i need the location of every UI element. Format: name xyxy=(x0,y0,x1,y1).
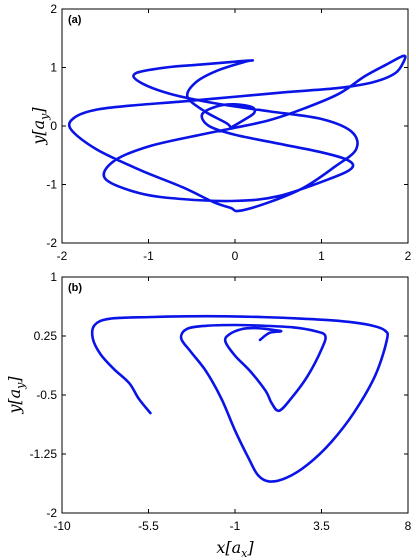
x-tick-label: 8 xyxy=(405,519,412,533)
y-tick-label: 2 xyxy=(50,2,57,16)
panel-a: (a) -2 -1 0 1 2 -2 -1 0 1 2 y[ay] xyxy=(29,2,412,263)
y-tick-label: 1 xyxy=(50,270,57,284)
x-tick-label: -1 xyxy=(230,519,241,533)
x-tick-label: 1 xyxy=(318,249,325,263)
panel-b-series-line xyxy=(90,314,390,483)
panel-a-series-line xyxy=(67,54,407,213)
y-tick-label: 0 xyxy=(50,119,57,133)
panel-a-label: (a) xyxy=(68,14,82,26)
panel-a-y-ticks: -2 -1 0 1 2 xyxy=(46,2,408,250)
panel-b-y-ticks: -2 -1.25 -0.5 0.25 1 xyxy=(30,270,408,520)
panel-b-x-ticks: -10 -5.5 -1 3.5 8 xyxy=(53,277,412,533)
y-tick-label: -1.25 xyxy=(30,447,58,461)
panel-b-x-axis-label: x[ax] xyxy=(216,538,254,560)
panel-b-label: (b) xyxy=(68,282,82,294)
panel-b: (b) -10 -5.5 -1 3.5 8 -2 -1.25 -0.5 0.25 1 y[ay]… xyxy=(5,270,412,560)
y-tick-label: 1 xyxy=(50,61,57,75)
panel-a-x-ticks: -2 -1 0 1 2 xyxy=(57,9,412,263)
y-tick-label: -2 xyxy=(46,506,57,520)
x-tick-label: -2 xyxy=(57,249,68,263)
y-tick-label: -1 xyxy=(46,178,57,192)
y-tick-label: -0.5 xyxy=(36,388,57,402)
x-tick-label: -10 xyxy=(53,519,71,533)
y-tick-label: -2 xyxy=(46,236,57,250)
panel-a-y-axis-label: y[ay] xyxy=(29,107,51,146)
panel-b-y-axis-label: y[ay] xyxy=(5,376,27,415)
panel-b-axes-frame xyxy=(61,276,409,514)
x-tick-label: -5.5 xyxy=(138,519,159,533)
x-tick-label: 3.5 xyxy=(313,519,330,533)
x-tick-label: 0 xyxy=(232,249,239,263)
y-tick-label: 0.25 xyxy=(34,329,58,343)
x-tick-label: -1 xyxy=(143,249,154,263)
x-tick-label: 2 xyxy=(405,249,412,263)
